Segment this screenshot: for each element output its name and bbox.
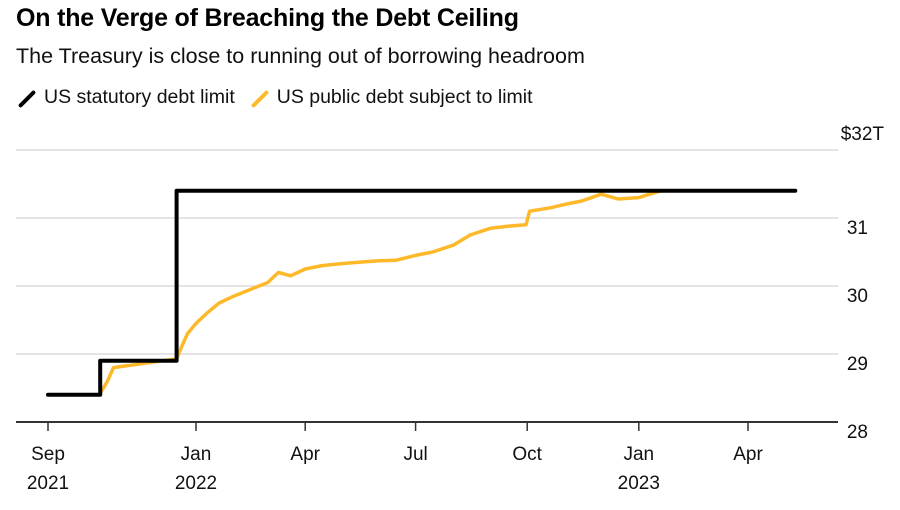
chart-subtitle: The Treasury is close to running out of …: [16, 44, 585, 68]
y-tick-label: 28: [847, 422, 868, 443]
y-tick-label: 31: [847, 218, 868, 239]
x-tick-label: Oct: [512, 444, 542, 465]
series-lines: [46, 188, 798, 397]
x-tick-label: Apr: [290, 444, 320, 465]
chart-title: On the Verge of Breaching the Debt Ceili…: [16, 4, 519, 32]
series-line-public-debt: [99, 189, 663, 394]
legend-label-debt-limit: US statutory debt limit: [44, 86, 235, 108]
x-tick-year-label: 2021: [27, 473, 69, 494]
gridlines: [16, 149, 838, 355]
x-tick-year-label: 2022: [175, 473, 217, 494]
series-line-debt-limit: [46, 188, 798, 397]
y-tick-label: 30: [847, 286, 868, 307]
legend: US statutory debt limit US public debt s…: [16, 86, 547, 109]
x-tick-label: Sep: [31, 444, 65, 465]
legend-label-public-debt: US public debt subject to limit: [276, 86, 533, 108]
x-tick-year-label: 2023: [618, 473, 660, 494]
y-tick-label: 29: [847, 354, 868, 375]
x-axis: Sep 2021 Jan 2022 Apr Jul Oct Jan 2023 Apr: [16, 421, 838, 494]
y-axis-labels: $32T 31 30 29 28: [841, 124, 885, 443]
y-tick-label: $32T: [841, 124, 885, 145]
x-tick-label: Jan: [623, 444, 654, 465]
x-tick-label: Jan: [181, 444, 212, 465]
legend-item-debt-limit: US statutory debt limit: [16, 86, 235, 109]
x-tick-label: Jul: [403, 444, 427, 465]
legend-item-public-debt: US public debt subject to limit: [249, 86, 533, 109]
x-tick-label: Apr: [733, 444, 763, 465]
